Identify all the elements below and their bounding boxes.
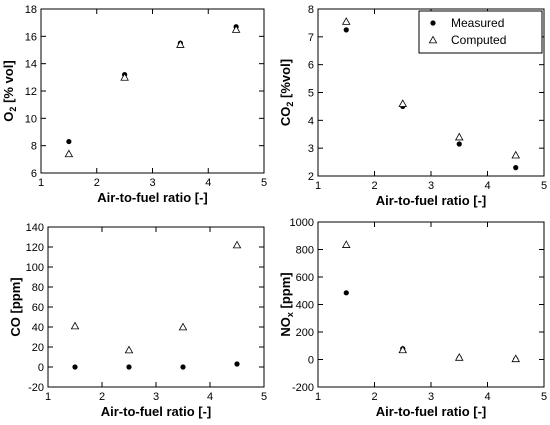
measured-point — [72, 364, 78, 370]
x-tick-label: 4 — [484, 391, 490, 403]
x-axis-label: Air-to-fuel ratio [-] — [376, 404, 486, 419]
computed-point — [70, 321, 80, 330]
y-tick-label: 12 — [25, 86, 37, 98]
x-tick-label: 1 — [38, 177, 44, 189]
computed-point — [124, 345, 134, 354]
x-tick-label: 5 — [261, 177, 267, 189]
computed-point — [398, 345, 408, 354]
legend-entry-computed: Computed — [451, 33, 506, 47]
x-tick-label: 3 — [149, 177, 155, 189]
y-tick-label: 10 — [25, 113, 37, 125]
y-axis-label: NOx [ppm] — [278, 272, 295, 336]
x-tick-label: 2 — [94, 177, 100, 189]
computed-point — [178, 322, 188, 331]
panel-3: 1 2 3 4 5 -20 0 20 40 60 80 100 120 140 Air-to-fuel ra… — [8, 222, 267, 419]
y-tick-label: 4 — [308, 115, 314, 127]
x-tick-label: 1 — [45, 391, 51, 403]
computed-point — [176, 40, 185, 48]
y-tick-label: 16 — [25, 31, 37, 43]
computed-point — [341, 240, 351, 248]
y-tick-label: 14 — [25, 59, 37, 71]
plot-frame — [47, 226, 265, 388]
computed-point — [398, 99, 408, 107]
y-tick-label: 3 — [308, 143, 314, 155]
y-tick-label: 0 — [38, 362, 44, 374]
computed-point — [232, 240, 242, 249]
x-tick-label: 2 — [371, 180, 377, 192]
y-tick-label: 60 — [32, 302, 44, 314]
y-tick-label: 6 — [31, 168, 37, 180]
measured-point — [513, 165, 519, 171]
x-tick-label: 3 — [428, 180, 434, 192]
measured-point — [126, 364, 132, 370]
y-tick-label: 200 — [296, 327, 314, 339]
computed-point — [454, 132, 464, 141]
y-tick-label: 2 — [308, 171, 314, 183]
y-tick-label: 20 — [32, 342, 44, 354]
x-tick-label: 2 — [371, 391, 377, 403]
computed-point — [341, 17, 351, 25]
measured-point — [343, 27, 349, 33]
x-tick-label: 3 — [153, 391, 159, 403]
y-tick-label: 100 — [26, 262, 44, 274]
plot-frame — [40, 8, 265, 174]
panel-4: 1 2 3 4 5 -200 0 200 400 600 800 1000 Air-to-fuel ra… — [278, 217, 547, 419]
y-tick-label: 8 — [31, 141, 37, 153]
y-tick-label: 8 — [308, 4, 314, 16]
y-tick-label: 5 — [308, 88, 314, 100]
x-tick-label: 5 — [261, 391, 267, 403]
y-tick-label: 1000 — [290, 217, 314, 229]
y-axis-label: CO [ppm] — [8, 277, 23, 336]
computed-legend-marker — [428, 35, 438, 44]
x-axis-label: Air-to-fuel ratio [-] — [101, 404, 211, 419]
measured-point — [66, 138, 72, 145]
y-tick-label: 40 — [32, 322, 44, 334]
computed-point — [511, 354, 521, 363]
x-tick-label: 5 — [541, 180, 547, 192]
y-tick-label: 140 — [26, 222, 44, 234]
legend-box — [418, 10, 543, 54]
x-tick-label: 3 — [428, 391, 434, 403]
computed-point — [120, 72, 129, 81]
plot-frame — [317, 221, 545, 388]
x-tick-label: 4 — [207, 391, 213, 403]
x-axis-label: Air-to-fuel ratio [-] — [97, 190, 207, 205]
measured-point — [234, 361, 240, 367]
y-tick-label: -200 — [292, 382, 314, 394]
x-tick-label: 4 — [484, 180, 490, 192]
y-tick-label: 120 — [26, 242, 44, 254]
x-tick-label: 5 — [541, 391, 547, 403]
y-tick-label: -20 — [28, 382, 44, 394]
computed-point — [454, 353, 464, 361]
y-tick-label: 6 — [308, 60, 314, 72]
computed-point — [64, 149, 74, 158]
y-tick-label: 800 — [296, 245, 314, 257]
legend: Measured Computed — [418, 10, 543, 54]
x-tick-label: 2 — [99, 391, 105, 403]
computed-point — [511, 150, 521, 159]
x-tick-label: 1 — [315, 180, 321, 192]
y-tick-label: 80 — [32, 282, 44, 294]
measured-point — [343, 290, 349, 296]
y-tick-label: 400 — [296, 300, 314, 312]
computed-point — [231, 25, 241, 33]
x-tick-label: 1 — [315, 391, 321, 403]
y-tick-label: 7 — [308, 32, 314, 44]
measured-point — [180, 364, 186, 370]
y-axis-label: O2 [% vol] — [1, 60, 18, 121]
x-tick-label: 4 — [205, 177, 211, 189]
y-axis-label: CO2 [%vol] — [278, 59, 295, 126]
y-tick-label: 0 — [308, 355, 314, 367]
legend-entry-measured: Measured — [451, 16, 504, 30]
y-tick-label: 600 — [296, 272, 314, 284]
x-axis-label: Air-to-fuel ratio [-] — [376, 193, 486, 208]
measured-point — [456, 141, 462, 147]
measured-legend-marker — [430, 20, 436, 26]
y-tick-label: 18 — [25, 4, 37, 16]
